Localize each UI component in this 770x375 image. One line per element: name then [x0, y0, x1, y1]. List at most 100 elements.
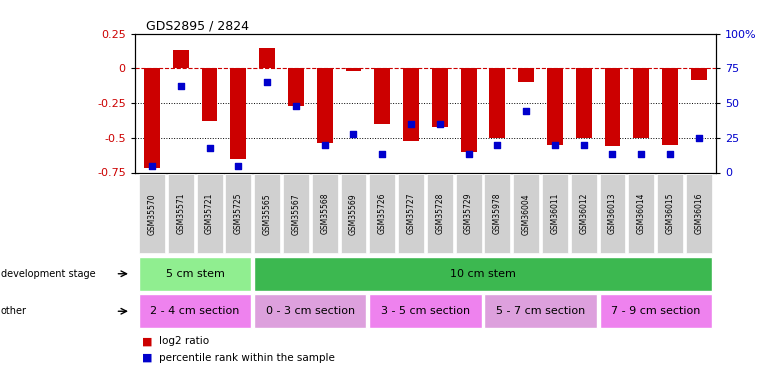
Text: 0 - 3 cm section: 0 - 3 cm section	[266, 306, 355, 316]
Text: GSM36011: GSM36011	[551, 193, 560, 234]
Bar	[691, 68, 707, 80]
Bar	[259, 48, 275, 68]
Text: GSM35567: GSM35567	[291, 193, 300, 235]
Text: GSM35568: GSM35568	[320, 193, 330, 234]
Point	[549, 142, 561, 148]
FancyBboxPatch shape	[312, 174, 338, 254]
FancyBboxPatch shape	[542, 174, 568, 254]
Point	[146, 162, 158, 168]
Bar	[202, 68, 217, 121]
Text: 10 cm stem: 10 cm stem	[450, 269, 516, 279]
Bar	[288, 68, 304, 106]
FancyBboxPatch shape	[427, 174, 453, 254]
Text: GDS2895 / 2824: GDS2895 / 2824	[146, 20, 249, 33]
FancyBboxPatch shape	[139, 294, 251, 328]
FancyBboxPatch shape	[254, 257, 711, 291]
Point	[175, 84, 187, 90]
Bar	[604, 68, 621, 146]
FancyBboxPatch shape	[484, 174, 511, 254]
FancyBboxPatch shape	[226, 174, 251, 254]
Point	[664, 152, 676, 157]
Text: percentile rank within the sample: percentile rank within the sample	[159, 353, 335, 363]
Bar	[432, 68, 447, 127]
Text: GSM35725: GSM35725	[234, 193, 243, 234]
Text: 5 - 7 cm section: 5 - 7 cm section	[496, 306, 585, 316]
Text: 7 - 9 cm section: 7 - 9 cm section	[611, 306, 701, 316]
Bar	[173, 50, 189, 68]
Text: development stage: development stage	[1, 269, 95, 279]
Point	[693, 135, 705, 141]
Bar	[346, 68, 361, 71]
FancyBboxPatch shape	[340, 174, 367, 254]
Bar	[490, 68, 505, 138]
Text: GSM35571: GSM35571	[176, 193, 186, 234]
Point	[520, 108, 532, 114]
Point	[290, 103, 302, 109]
Bar	[634, 68, 649, 138]
Point	[405, 121, 417, 127]
Text: ■: ■	[142, 353, 153, 363]
Text: GSM35721: GSM35721	[205, 193, 214, 234]
Text: GSM35978: GSM35978	[493, 193, 502, 234]
Text: GSM35570: GSM35570	[148, 193, 156, 235]
Text: log2 ratio: log2 ratio	[159, 336, 209, 346]
FancyBboxPatch shape	[254, 174, 280, 254]
Bar	[576, 68, 591, 138]
Text: GSM36004: GSM36004	[521, 193, 531, 235]
Text: GSM36014: GSM36014	[637, 193, 646, 234]
Bar	[374, 68, 390, 124]
Text: GSM35727: GSM35727	[407, 193, 416, 234]
Point	[347, 130, 360, 136]
FancyBboxPatch shape	[686, 174, 711, 254]
FancyBboxPatch shape	[484, 294, 597, 328]
FancyBboxPatch shape	[513, 174, 539, 254]
Text: GSM35565: GSM35565	[263, 193, 272, 235]
Text: GSM35728: GSM35728	[435, 193, 444, 234]
FancyBboxPatch shape	[254, 294, 367, 328]
Text: GSM36016: GSM36016	[695, 193, 703, 234]
Text: 5 cm stem: 5 cm stem	[166, 269, 225, 279]
FancyBboxPatch shape	[398, 174, 424, 254]
Point	[463, 152, 475, 157]
Point	[635, 152, 648, 157]
FancyBboxPatch shape	[600, 174, 625, 254]
FancyBboxPatch shape	[600, 294, 711, 328]
FancyBboxPatch shape	[196, 174, 223, 254]
FancyBboxPatch shape	[456, 174, 481, 254]
Point	[606, 152, 618, 157]
FancyBboxPatch shape	[283, 174, 309, 254]
Text: GSM35726: GSM35726	[378, 193, 387, 234]
Point	[233, 162, 245, 168]
Point	[376, 152, 388, 157]
FancyBboxPatch shape	[628, 174, 654, 254]
Point	[203, 144, 216, 150]
FancyBboxPatch shape	[139, 174, 165, 254]
Text: 2 - 4 cm section: 2 - 4 cm section	[150, 306, 240, 316]
Bar	[518, 68, 534, 82]
FancyBboxPatch shape	[370, 294, 481, 328]
Point	[491, 142, 504, 148]
Bar	[230, 68, 246, 159]
FancyBboxPatch shape	[657, 174, 683, 254]
Bar	[547, 68, 563, 145]
Bar	[403, 68, 419, 141]
Text: GSM35569: GSM35569	[349, 193, 358, 235]
Text: GSM36012: GSM36012	[579, 193, 588, 234]
Point	[261, 79, 273, 85]
Point	[434, 121, 446, 127]
Point	[578, 142, 590, 148]
Text: 3 - 5 cm section: 3 - 5 cm section	[381, 306, 470, 316]
Text: ■: ■	[142, 336, 153, 346]
FancyBboxPatch shape	[139, 257, 251, 291]
Bar	[460, 68, 477, 152]
Text: GSM35729: GSM35729	[464, 193, 473, 234]
Bar	[144, 68, 160, 168]
Text: GSM36013: GSM36013	[608, 193, 617, 234]
Text: other: other	[1, 306, 27, 316]
Text: GSM36015: GSM36015	[665, 193, 675, 234]
FancyBboxPatch shape	[571, 174, 597, 254]
FancyBboxPatch shape	[168, 174, 194, 254]
Point	[319, 142, 331, 148]
FancyBboxPatch shape	[370, 174, 395, 254]
Bar	[662, 68, 678, 145]
